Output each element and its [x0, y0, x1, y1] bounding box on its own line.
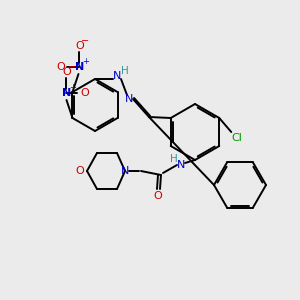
Text: −: −	[81, 36, 89, 46]
Text: −: −	[68, 62, 76, 72]
Text: O: O	[75, 41, 84, 51]
Text: N: N	[125, 94, 133, 104]
Text: O: O	[154, 191, 162, 201]
Text: O: O	[76, 166, 84, 176]
Text: O: O	[62, 67, 71, 77]
Text: O: O	[80, 88, 89, 98]
Text: H: H	[121, 66, 129, 76]
Text: Cl: Cl	[232, 133, 243, 143]
Text: N: N	[75, 62, 84, 72]
Text: H: H	[170, 154, 178, 164]
Text: N: N	[113, 71, 121, 81]
Text: N: N	[177, 160, 185, 170]
Text: N: N	[62, 88, 71, 98]
Text: N: N	[121, 166, 129, 176]
Text: +: +	[82, 58, 89, 67]
Text: +: +	[69, 83, 76, 92]
Text: O: O	[56, 62, 65, 72]
